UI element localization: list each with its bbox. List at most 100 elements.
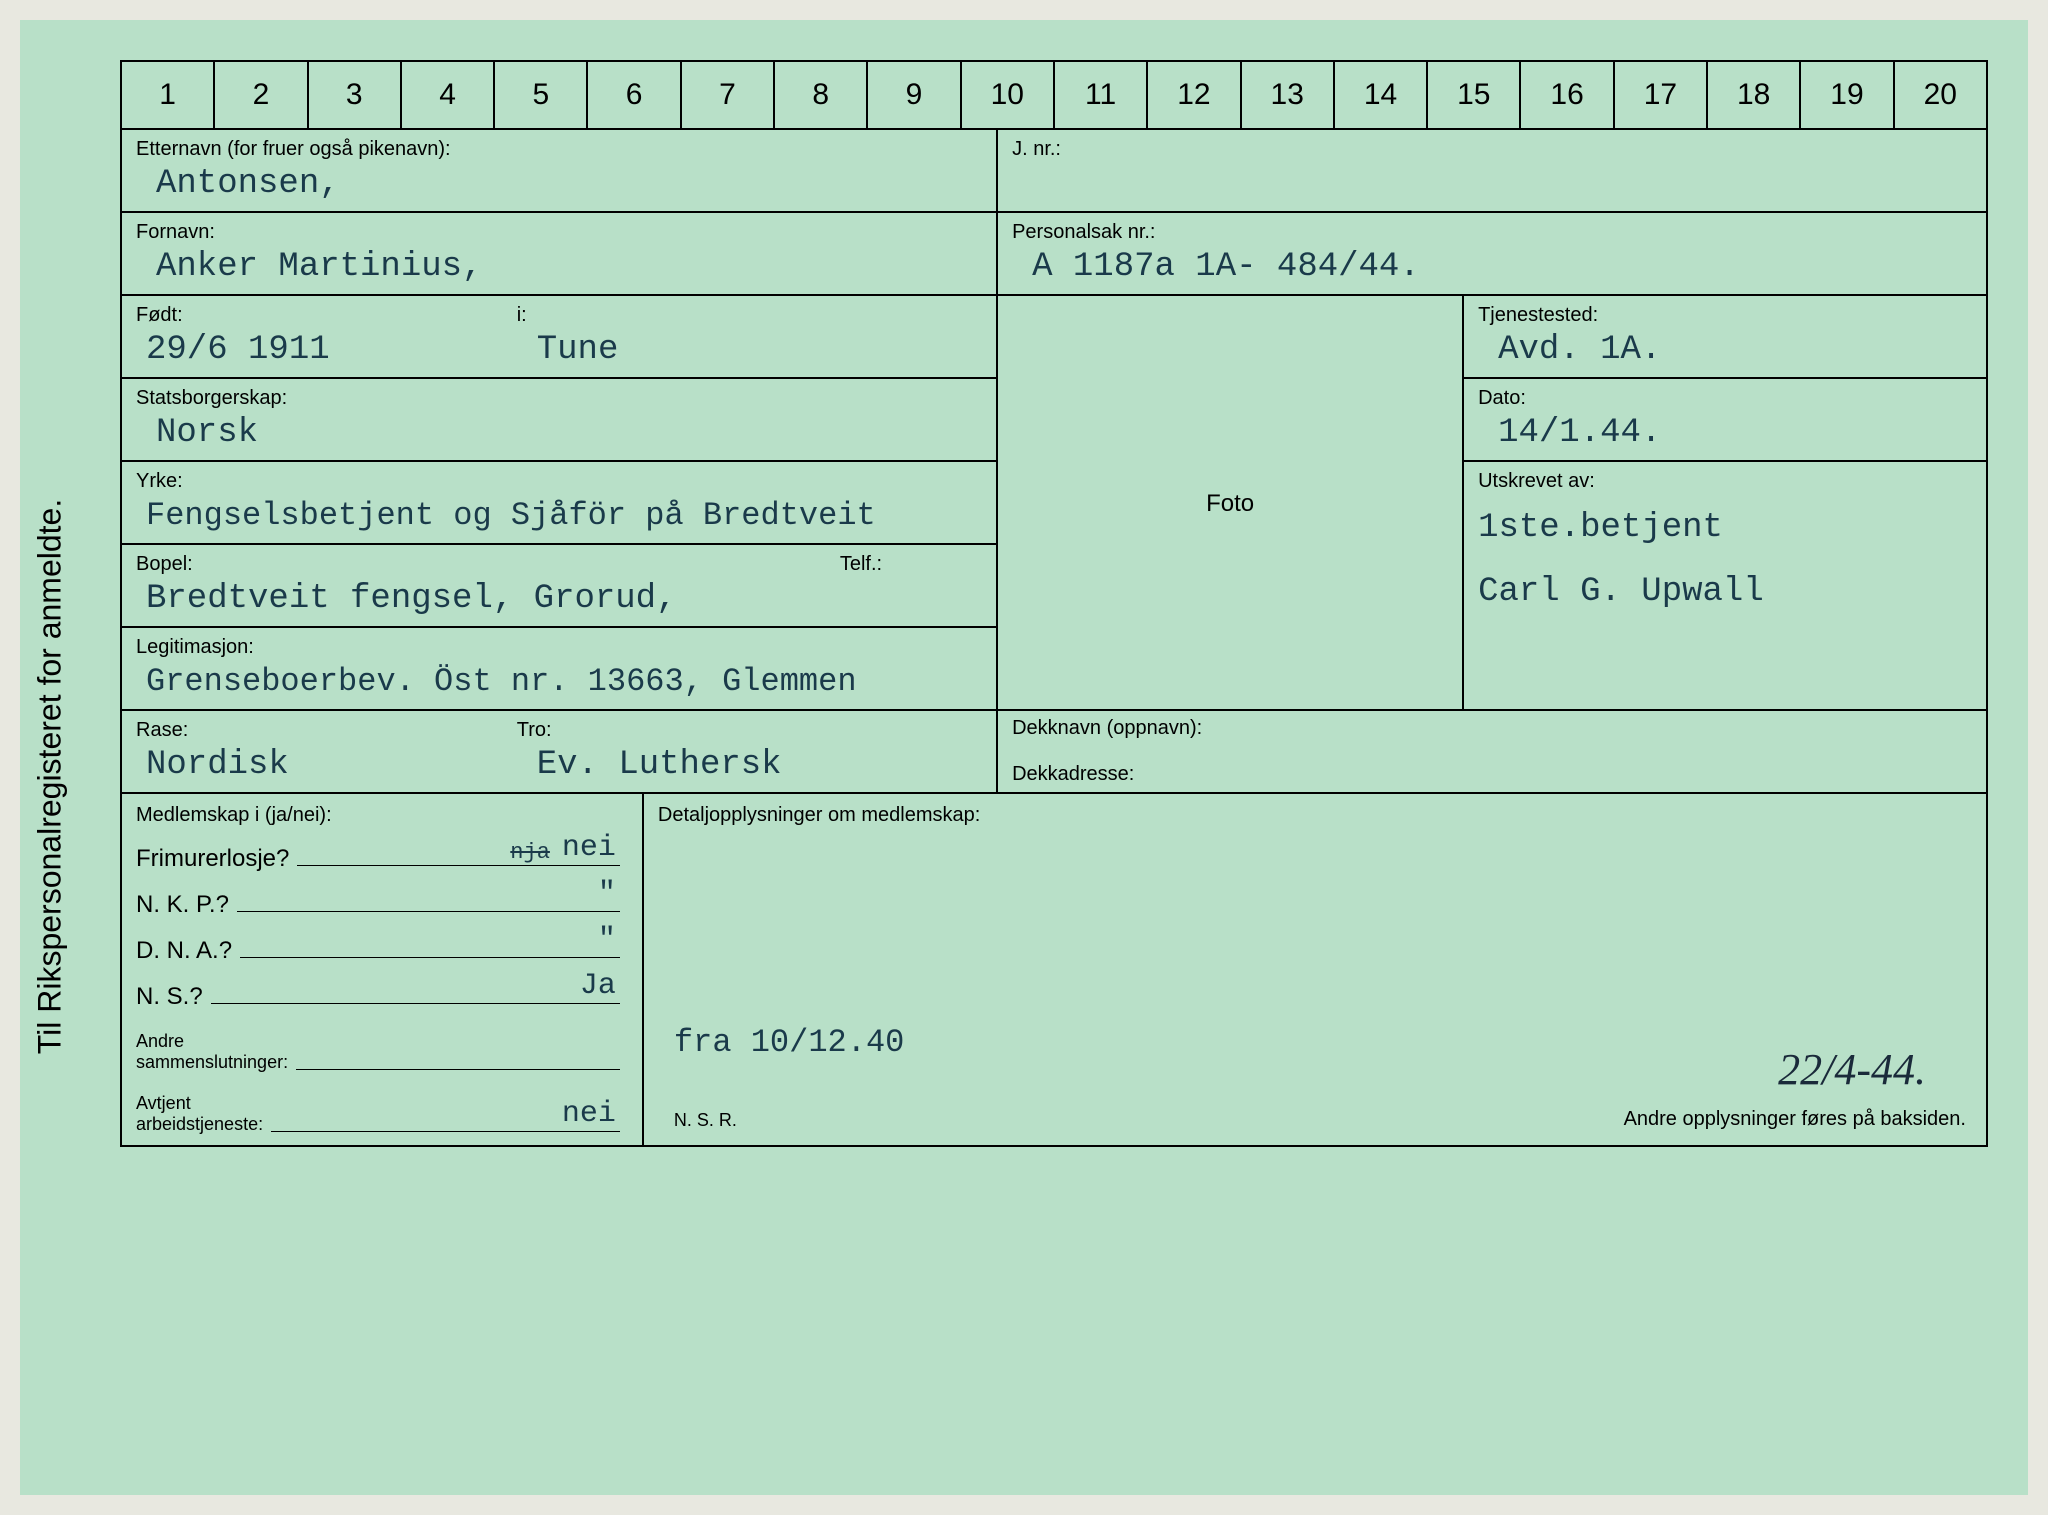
ruler-cell: 3 [309,62,402,128]
tjenestested-label: Tjenestested: [1478,304,1972,327]
jnr-label: J. nr.: [1012,138,1972,161]
registry-card: Til Rikspersonalregisteret for anmeldte.… [20,20,2028,1495]
bottom-section: Medlemskap i (ja/nei): Frimurerlosje? nj… [120,794,1988,1147]
telf-label: Telf.: [840,553,882,576]
jnr-field: J. nr.: [998,130,1986,213]
ruler-cell: 15 [1428,62,1521,128]
tjenestested-value: Avd. 1A. [1478,331,1972,371]
ruler-cell: 14 [1335,62,1428,128]
etternavn-field: Etternavn (for fruer også pikenavn): Ant… [122,130,998,213]
avtjent-label-text: Avtjent arbeidstjeneste: [136,1093,263,1135]
avtjent-value: nei [562,1097,616,1131]
membership-row: D. N. A.? " [136,937,628,965]
fodt-place: Tune [517,331,982,371]
ns-label: N. S.? [136,983,203,1011]
avtjent-label: Avtjent arbeidstjeneste: nei [136,1093,628,1135]
rase-tro-field: Rase: Nordisk Tro: Ev. Luthersk [122,711,998,794]
legitimasjon-label: Legitimasjon: [136,636,982,659]
etternavn-value: Antonsen, [136,165,982,205]
footer-note: Andre opplysninger føres på baksiden. [1624,1108,1966,1131]
dekknavn-label: Dekknavn (oppnavn): [1012,717,1202,739]
foto-label: Foto [1206,490,1254,518]
bopel-field: Bopel: Telf.: Bredtveit fengsel, Grorud, [122,545,998,628]
ruler-cell: 6 [588,62,681,128]
membership-row: N. K. P.? " [136,891,628,919]
dato-field: Dato: 14/1.44. [1464,379,1986,462]
utskrevet-value1: 1ste.betjent [1478,509,1972,549]
personalsak-value: A 1187a 1A- 484/44. [1012,248,1972,288]
fodt-label: Født: [136,304,517,327]
bopel-label: Bopel: [136,553,193,576]
dato-value: 14/1.44. [1478,414,1972,454]
membership-row: Frimurerlosje? njanei [136,845,628,873]
details-column: Detaljopplysninger om medlemskap: fra 10… [644,794,1986,1145]
ruler-cell: 7 [682,62,775,128]
utskrevet-value2: Carl G. Upwall [1478,573,1972,613]
ruler-cell: 11 [1055,62,1148,128]
fornavn-value: Anker Martinius, [136,248,982,288]
ruler-cell: 19 [1801,62,1894,128]
handwritten-date: 22/4-44. [1778,1044,1926,1095]
detaljer-value: fra 10/12.40 [674,1024,904,1061]
ruler-cell: 5 [495,62,588,128]
personalsak-label: Personalsak nr.: [1012,221,1972,244]
ruler-cell: 17 [1615,62,1708,128]
utskrevet-field: Utskrevet av: 1ste.betjent Carl G. Upwal… [1464,462,1986,711]
frimurer-value: nei [562,831,616,865]
jnr-value [1012,165,1972,205]
vertical-title: Til Rikspersonalregisteret for anmeldte. [32,498,69,1053]
dna-value: " [598,923,616,957]
ruler-cell: 8 [775,62,868,128]
ruler-cell: 16 [1521,62,1614,128]
membership-row: N. S.? Ja [136,983,628,1011]
detaljer-label: Detaljopplysninger om medlemskap: [658,804,1972,827]
legitimasjon-field: Legitimasjon: Grenseboerbev. Öst nr. 136… [122,628,998,711]
personalsak-field: Personalsak nr.: A 1187a 1A- 484/44. [998,213,1986,296]
nkp-value: " [598,877,616,911]
yrke-label: Yrke: [136,470,982,493]
fodt-date: 29/6 1911 [136,331,517,371]
dekknavn-field: Dekknavn (oppnavn): Dekkadresse: [998,711,1986,794]
bopel-value: Bredtveit fengsel, Grorud, [136,580,982,620]
dekkadresse-label: Dekkadresse: [1012,763,1134,785]
rase-label: Rase: [136,719,517,742]
nsr-note: N. S. R. [674,1110,737,1131]
ruler-cell: 12 [1148,62,1241,128]
tro-value: Ev. Luthersk [517,746,982,786]
fornavn-field: Fornavn: Anker Martinius, [122,213,998,296]
ruler-cell: 18 [1708,62,1801,128]
dna-label: D. N. A.? [136,937,232,965]
ruler-cell: 20 [1895,62,1986,128]
rase-value: Nordisk [136,746,517,786]
statsborgerskap-label: Statsborgerskap: [136,387,982,410]
ruler-cell: 9 [868,62,961,128]
nkp-label: N. K. P.? [136,891,229,919]
tro-label: Tro: [517,719,982,742]
ruler-cell: 10 [962,62,1055,128]
yrke-field: Yrke: Fengselsbetjent og Sjåför på Bredt… [122,462,998,545]
statsborgerskap-field: Statsborgerskap: Norsk [122,379,998,462]
etternavn-label: Etternavn (for fruer også pikenavn): [136,138,982,161]
frimurer-label: Frimurerlosje? [136,845,289,873]
fornavn-label: Fornavn: [136,221,982,244]
ruler-cell: 2 [215,62,308,128]
andre-label-text: Andre sammenslutninger: [136,1031,288,1073]
fodt-field: Født: 29/6 1911 i: Tune [122,296,998,379]
tjenestested-field: Tjenestested: Avd. 1A. [1464,296,1986,379]
fodt-i-label: i: [517,304,982,327]
frimurer-strike: nja [510,840,550,865]
number-ruler: 1 2 3 4 5 6 7 8 9 10 11 12 13 14 15 16 1… [120,60,1988,130]
statsborgerskap-value: Norsk [136,414,982,454]
dato-label: Dato: [1478,387,1972,410]
yrke-value: Fengselsbetjent og Sjåför på Bredtveit [136,497,982,537]
utskrevet-label: Utskrevet av: [1478,470,1972,493]
andre-label: Andre sammenslutninger: [136,1031,628,1073]
foto-box: Foto [998,296,1464,711]
ruler-cell: 13 [1242,62,1335,128]
legitimasjon-value: Grenseboerbev. Öst nr. 13663, Glemmen [136,663,982,703]
ruler-cell: 1 [122,62,215,128]
ruler-cell: 4 [402,62,495,128]
medlemskap-header: Medlemskap i (ja/nei): [136,804,628,827]
form-grid: Etternavn (for fruer også pikenavn): Ant… [120,130,1988,794]
membership-column: Medlemskap i (ja/nei): Frimurerlosje? nj… [122,794,644,1145]
